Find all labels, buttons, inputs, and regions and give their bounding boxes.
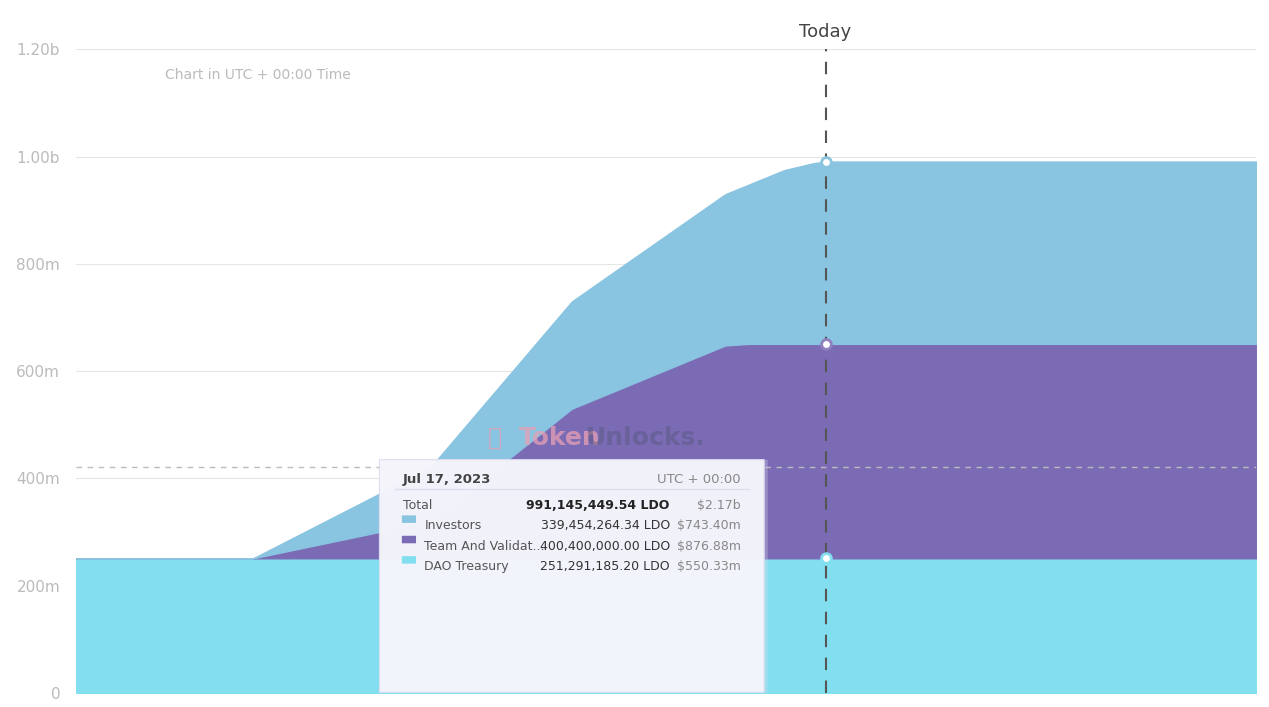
Text: Jul 17, 2023: Jul 17, 2023 xyxy=(404,473,491,486)
Text: $876.88m: $876.88m xyxy=(676,539,741,553)
FancyBboxPatch shape xyxy=(402,536,416,543)
Text: UTC + 00:00: UTC + 00:00 xyxy=(657,473,741,486)
Text: Team And Validat...: Team And Validat... xyxy=(424,539,544,553)
FancyBboxPatch shape xyxy=(402,556,416,563)
Text: DAO Treasury: DAO Treasury xyxy=(424,560,509,573)
Text: Investors: Investors xyxy=(424,519,481,532)
Text: $2.17b: $2.17b xyxy=(697,498,741,512)
Text: $550.33m: $550.33m xyxy=(676,560,741,573)
Text: 991,145,449.54 LDO: 991,145,449.54 LDO xyxy=(527,498,670,512)
Text: Today: Today xyxy=(799,23,851,42)
FancyBboxPatch shape xyxy=(402,515,416,523)
Text: Unlocks.: Unlocks. xyxy=(586,426,706,450)
Text: 🔓: 🔓 xyxy=(489,426,503,450)
Text: $743.40m: $743.40m xyxy=(676,519,741,532)
Text: 339,454,264.34 LDO: 339,454,264.34 LDO xyxy=(541,519,670,532)
Text: Token: Token xyxy=(519,426,600,450)
FancyBboxPatch shape xyxy=(383,460,768,692)
Text: 400,400,000.00 LDO: 400,400,000.00 LDO xyxy=(539,539,670,553)
Text: Chart in UTC + 00:00 Time: Chart in UTC + 00:00 Time xyxy=(165,69,350,82)
FancyBboxPatch shape xyxy=(379,460,764,692)
Text: Total: Total xyxy=(404,498,433,512)
Text: 251,291,185.20 LDO: 251,291,185.20 LDO xyxy=(541,560,670,573)
